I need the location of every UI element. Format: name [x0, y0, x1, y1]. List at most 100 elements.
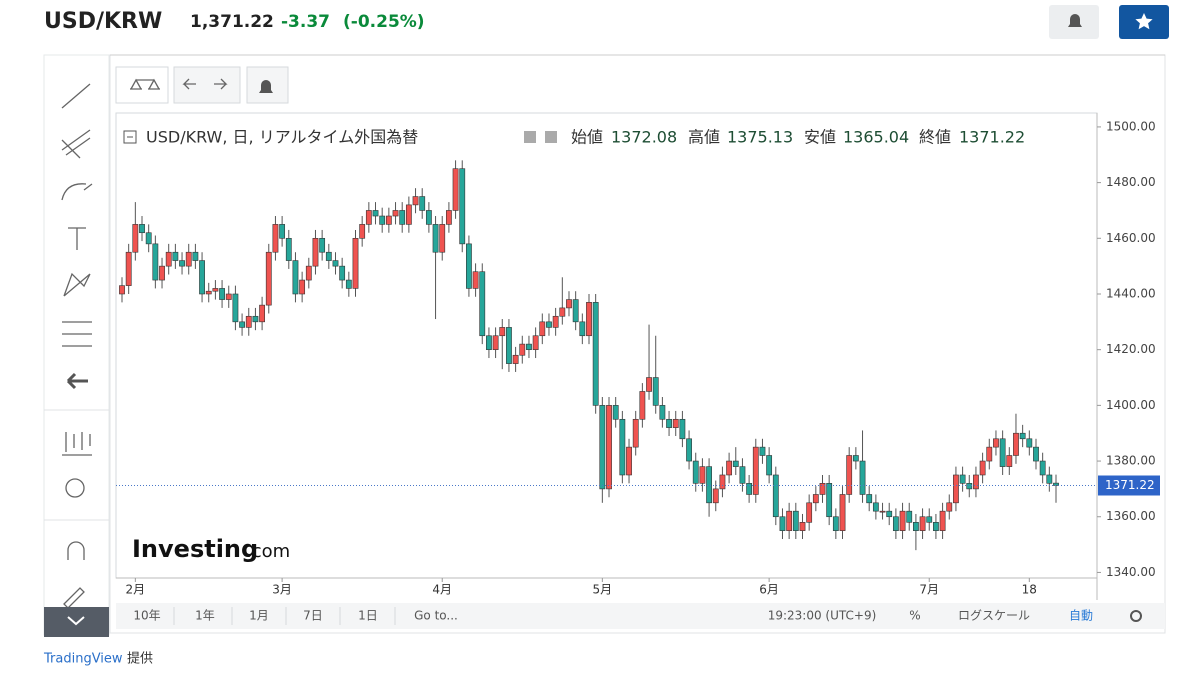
auto-toggle[interactable]: 自動: [1069, 609, 1093, 623]
candle-body: [719, 474, 726, 490]
candle-body: [892, 516, 899, 531]
candle-body: [819, 483, 826, 495]
x-tick-label: 6月: [759, 583, 779, 597]
candle-body: [252, 315, 259, 323]
candle-body: [586, 302, 592, 337]
candle-body: [479, 271, 486, 337]
x-tick-label: 7月: [919, 583, 939, 597]
candle-body: [219, 288, 225, 300]
candle-body: [372, 210, 379, 217]
candle-body: [432, 224, 439, 253]
magnet-tool[interactable]: [67, 541, 85, 560]
candle-body: [606, 405, 612, 490]
candle-body: [279, 224, 286, 239]
low-value: 1365.04: [843, 128, 909, 147]
watermark-suffix: .com: [246, 541, 290, 562]
candle-body: [392, 210, 399, 217]
candle-body: [926, 516, 933, 523]
price: 1,371.22: [190, 12, 274, 32]
candle-body: [512, 354, 519, 364]
candle-body: [385, 215, 392, 225]
range-button[interactable]: 10年: [133, 609, 160, 623]
footer-link[interactable]: TradingView: [43, 652, 123, 667]
range-button[interactable]: 1月: [249, 609, 269, 623]
candle-body: [946, 502, 953, 512]
goto-button[interactable]: Go to...: [414, 609, 458, 623]
percent-toggle[interactable]: %: [909, 609, 920, 623]
text-tool[interactable]: [68, 227, 86, 250]
trend-line-tool[interactable]: [61, 83, 91, 109]
candle-body: [299, 279, 306, 295]
settings-gear[interactable]: [1130, 610, 1142, 622]
candle-body: [179, 260, 185, 267]
candle-body: [712, 488, 719, 504]
range-button[interactable]: 1日: [358, 609, 378, 623]
candle-body: [359, 224, 366, 239]
fib-tool[interactable]: [61, 129, 91, 159]
candle-body: [859, 460, 866, 495]
chart-frame: [109, 54, 1166, 634]
candle-body: [912, 522, 919, 531]
candle-body: [779, 516, 786, 531]
candle-body: [652, 377, 659, 406]
watermark-brand: Investing: [132, 535, 258, 563]
collapse-legend[interactable]: [123, 130, 137, 144]
y-tick-label: 1420.00: [1106, 342, 1156, 356]
range-button[interactable]: 1年: [195, 609, 215, 623]
candle-body: [325, 251, 332, 261]
compare-button[interactable]: [115, 66, 169, 104]
candle-body: [265, 251, 272, 306]
candle-body: [259, 304, 265, 323]
log-toggle[interactable]: ログスケール: [958, 609, 1030, 623]
star-icon: [1135, 13, 1153, 30]
eye-icon[interactable]: [524, 131, 536, 143]
candle-body: [659, 405, 666, 420]
settings-icon[interactable]: [545, 131, 557, 143]
candle-body: [526, 343, 532, 350]
candle-body: [152, 243, 159, 281]
brush-tool[interactable]: [61, 183, 93, 201]
y-tick-label: 1340.00: [1106, 565, 1156, 579]
candle-body: [332, 260, 339, 267]
zoom-tool[interactable]: [65, 478, 85, 498]
candle-body: [746, 483, 753, 495]
undo-redo-icon: [182, 78, 228, 90]
clock: 19:23:00 (UTC+9): [768, 609, 877, 623]
footer-suffix: 提供: [127, 651, 153, 667]
candle-body: [1026, 438, 1033, 448]
close-value: 1371.22: [959, 128, 1025, 147]
candle-body: [866, 494, 873, 504]
undo-redo[interactable]: [173, 66, 241, 104]
candle-body: [486, 335, 492, 350]
candle-body: [559, 307, 566, 317]
candle-body: [145, 232, 152, 245]
scale-icon: [130, 78, 160, 90]
candle-body: [806, 502, 813, 523]
candle-body: [799, 522, 806, 531]
y-tick-label: 1440.00: [1106, 286, 1156, 300]
pattern-tool[interactable]: [63, 272, 91, 297]
legend-title: USD/KRW, 日, リアルタイム外国為替: [146, 128, 418, 147]
candle-body: [619, 418, 626, 476]
candle-body: [1019, 432, 1026, 440]
measure-tool[interactable]: [62, 321, 92, 347]
collapse-button[interactable]: [44, 607, 109, 637]
hide-toolbar[interactable]: [66, 372, 88, 390]
candle-body: [906, 510, 913, 523]
candle-body: [159, 265, 165, 281]
candle-body: [132, 224, 139, 253]
candle-body: [225, 293, 232, 300]
pencil-tool[interactable]: [63, 587, 85, 609]
candle-body: [546, 321, 552, 328]
range-button[interactable]: 7日: [303, 609, 323, 623]
low-label: 安値: [804, 128, 836, 147]
candle-body: [592, 302, 599, 406]
candle-body: [212, 288, 219, 292]
candle-body: [125, 251, 132, 286]
indicators-tool[interactable]: [62, 432, 92, 456]
y-tick-label: 1400.00: [1106, 398, 1156, 412]
candle-body: [632, 418, 639, 448]
candle-body: [812, 494, 819, 504]
candle-body: [919, 516, 926, 531]
